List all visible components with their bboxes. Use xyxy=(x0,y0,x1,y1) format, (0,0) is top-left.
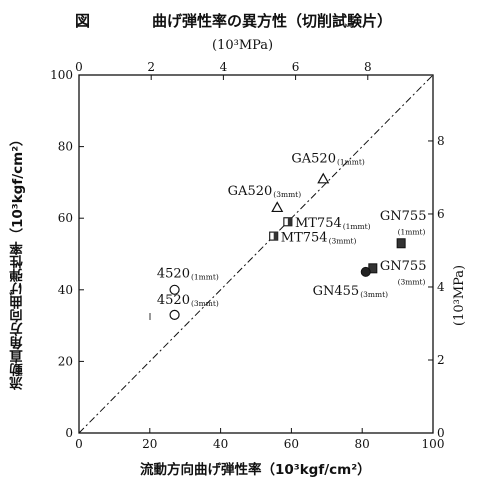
top-tick-label: 4 xyxy=(220,60,228,74)
point-mt754-1mmt xyxy=(283,217,293,227)
y-tick-label: 80 xyxy=(58,140,73,154)
point-gn455-3mmt xyxy=(360,266,371,277)
point-ga520-3mmt-label: GA520(3mmt) xyxy=(228,184,302,199)
data-points xyxy=(169,172,406,320)
point-4520-3mmt-label: 4520(3mmt) xyxy=(157,293,219,308)
top-tick-label: 8 xyxy=(364,60,372,74)
right-tick-label: 6 xyxy=(437,207,445,221)
x-tick-label: 60 xyxy=(284,437,299,451)
point-ga520-1mmt-label: GA520(1mmt) xyxy=(291,152,365,167)
y-tick-label: 0 xyxy=(65,426,73,440)
point-mt754-1mmt-label: MT754(1mmt) xyxy=(295,216,371,231)
right-tick-label: 4 xyxy=(437,280,445,294)
right-tick-label: 8 xyxy=(437,134,445,148)
point-gn755-1mmt-label: GN755 xyxy=(380,209,427,224)
point-4520-1mmt-label: 4520(1mmt) xyxy=(157,266,219,281)
point-gn755-1mmt xyxy=(396,238,406,249)
x-tick-label: 20 xyxy=(142,437,157,451)
x-axis-label: 流動方向曲げ弾性率（10³kgf/cm²） xyxy=(140,462,371,478)
x-tick-label: 100 xyxy=(422,437,445,451)
right-tick-label: 0 xyxy=(437,426,445,440)
point-mt754-3mmt xyxy=(269,231,279,241)
top-tick-label: 6 xyxy=(292,60,300,74)
point-gn455-3mmt-label: GN455(3mmt) xyxy=(313,284,389,299)
y-tick-label: 60 xyxy=(58,211,73,225)
point-4520-1mmt xyxy=(169,284,180,295)
x-tick-label: 0 xyxy=(75,437,83,451)
point-ga520-1mmt xyxy=(317,172,330,184)
y-tick-label: 20 xyxy=(58,354,73,368)
x-tick-label: 40 xyxy=(213,437,228,451)
point-labels: 4520(1mmt) 4520(3mmt) GA520(1mmt) GA520(3mm… xyxy=(157,152,427,308)
x-tick-label: 80 xyxy=(355,437,370,451)
plot-frame xyxy=(78,74,434,434)
chart-title: 曲げ弾性率の異方性（切削試験片） xyxy=(152,12,393,30)
point-4520-3mmt xyxy=(169,309,180,320)
point-ga520-3mmt xyxy=(271,201,284,213)
top-tick-label: 0 xyxy=(75,60,83,74)
point-gn755-3mmt-sublabel: (3mmt) xyxy=(398,277,426,286)
top-tick-label: 2 xyxy=(147,60,155,74)
y-tick-label: 100 xyxy=(50,68,73,82)
point-gn755-3mmt-label: GN755 xyxy=(380,259,427,274)
y-tick-label: 40 xyxy=(58,283,73,297)
point-mt754-3mmt-label: MT754(3mmt) xyxy=(281,230,357,245)
figure-label: 図 xyxy=(75,12,91,30)
right-tick-label: 2 xyxy=(437,353,445,367)
top-axis-unit: (10³MPa) xyxy=(212,38,274,53)
point-gn755-1mmt-sublabel: (1mmt) xyxy=(398,227,426,236)
reference-line-1to1 xyxy=(78,74,434,434)
